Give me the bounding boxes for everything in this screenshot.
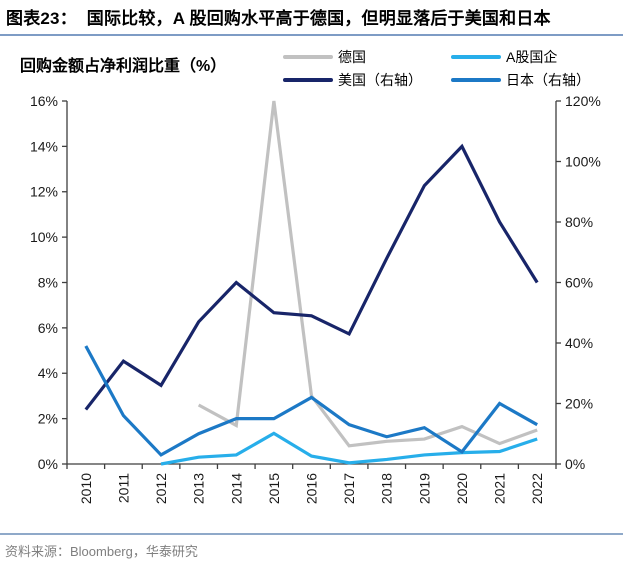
legend-item-a-share-soe: A股国企 bbox=[451, 48, 613, 66]
x-axis-tick-label: 2017 bbox=[341, 473, 357, 504]
right-axis-tick-label: 20% bbox=[565, 395, 593, 411]
source-note: 资料来源：Bloomberg，华泰研究 bbox=[5, 544, 198, 559]
legend-item-japan: 日本（右轴） bbox=[451, 71, 613, 89]
x-axis-tick-label: 2012 bbox=[153, 473, 169, 504]
title-divider bbox=[0, 34, 623, 36]
series-line-a-share-soe bbox=[160, 431, 538, 466]
left-axis-tick-label: 4% bbox=[38, 365, 58, 381]
x-axis-tick-label: 2020 bbox=[454, 473, 470, 504]
x-axis-tick-label: 2021 bbox=[492, 473, 508, 504]
right-axis-tick-label: 120% bbox=[565, 93, 601, 109]
left-axis-tick-label: 16% bbox=[30, 93, 58, 109]
x-axis-tick-label: 2014 bbox=[228, 473, 244, 504]
series-line-germany bbox=[197, 100, 538, 448]
x-axis-tick-label: 2010 bbox=[78, 473, 94, 504]
series-line-japan bbox=[84, 345, 538, 457]
legend-item-germany: 德国 bbox=[283, 48, 451, 66]
left-axis-tick-label: 2% bbox=[38, 411, 58, 427]
legend-label: 日本（右轴） bbox=[506, 72, 590, 88]
legend-swatch-a-share-soe bbox=[451, 55, 501, 59]
x-axis-tick-label: 2016 bbox=[304, 473, 320, 504]
legend-label: 德国 bbox=[338, 49, 366, 65]
source-divider bbox=[0, 533, 623, 535]
right-axis-tick-label: 0% bbox=[565, 456, 585, 472]
x-axis-tick-label: 2013 bbox=[191, 473, 207, 504]
legend-item-us: 美国（右轴） bbox=[283, 71, 451, 89]
series-line-us bbox=[84, 143, 539, 411]
left-axis-tick-label: 12% bbox=[30, 184, 58, 200]
x-axis-tick-label: 2011 bbox=[115, 473, 131, 503]
x-axis-tick-label: 2018 bbox=[379, 473, 395, 504]
chart-legend: 德国 A股国企 美国（右轴） 日本（右轴） bbox=[283, 48, 613, 89]
legend-swatch-japan bbox=[451, 78, 501, 82]
chart-title: 回购金额占净利润比重（%） bbox=[20, 58, 227, 75]
left-axis-tick-label: 10% bbox=[30, 229, 58, 245]
right-axis-tick-label: 40% bbox=[565, 335, 593, 351]
left-axis-tick-label: 8% bbox=[38, 274, 58, 290]
legend-swatch-us bbox=[283, 78, 333, 82]
left-axis-tick-label: 14% bbox=[30, 138, 58, 154]
legend-label: A股国企 bbox=[506, 49, 558, 65]
figure-title: 图表23： 国际比较，A 股回购水平高于德国，但明显落后于美国和日本 bbox=[6, 9, 551, 28]
x-axis-tick-label: 2015 bbox=[266, 473, 282, 504]
legend-swatch-germany bbox=[283, 55, 333, 59]
left-axis-tick-label: 0% bbox=[38, 456, 58, 472]
right-axis-tick-label: 100% bbox=[565, 153, 601, 169]
x-axis-tick-label: 2022 bbox=[529, 473, 545, 504]
x-axis-tick-label: 2019 bbox=[416, 473, 432, 504]
right-axis-tick-label: 60% bbox=[565, 274, 593, 290]
right-axis-tick-label: 80% bbox=[565, 214, 593, 230]
left-axis-tick-label: 6% bbox=[38, 320, 58, 336]
legend-label: 美国（右轴） bbox=[338, 72, 422, 88]
